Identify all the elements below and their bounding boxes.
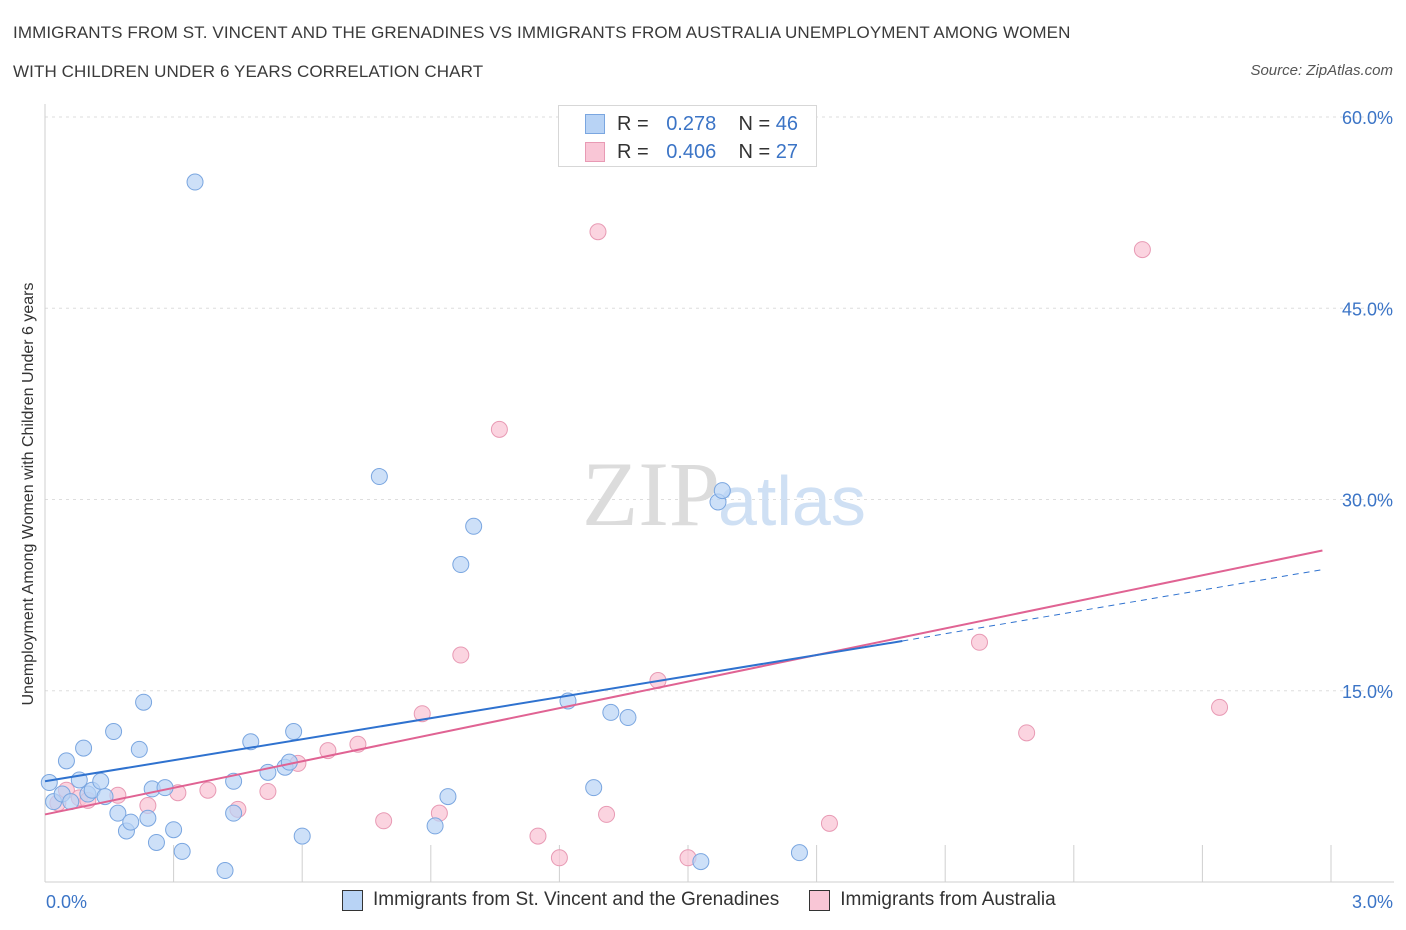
- series-legend-label-st-vincent: Immigrants from St. Vincent and the Gren…: [373, 889, 780, 910]
- data-point-st-vincent: [40, 774, 58, 792]
- data-point-st-vincent: [692, 853, 710, 871]
- data-point-australia: [820, 814, 838, 832]
- data-point-st-vincent: [465, 517, 483, 535]
- data-point-australia: [375, 812, 393, 830]
- legend-n-label: N =: [738, 112, 771, 135]
- data-point-st-vincent: [426, 817, 444, 835]
- data-point-st-vincent: [602, 703, 620, 721]
- y-tick-label: 15.0%: [1342, 682, 1393, 702]
- data-point-st-vincent: [585, 779, 603, 797]
- series-legend-swatch-blue: [342, 889, 363, 911]
- data-point-australia: [589, 223, 607, 241]
- data-point-st-vincent: [147, 833, 165, 851]
- legend-n-label: N =: [738, 140, 771, 163]
- trendline-australia: [44, 549, 1323, 816]
- series-legend-swatch-pink: [809, 889, 831, 911]
- series-st-vincent-points: [40, 173, 808, 880]
- trendline-st-vincent: [44, 640, 903, 783]
- data-point-st-vincent: [293, 827, 311, 845]
- legend-r-value-pink: 0.406: [666, 140, 717, 163]
- legend-n-value-pink: 27: [775, 140, 798, 163]
- source-label: Source: ZipAtlas.com: [1250, 62, 1393, 79]
- y-tick-label: 45.0%: [1342, 299, 1393, 319]
- legend-r-value-blue: 0.278: [666, 112, 717, 135]
- axes: [44, 104, 1394, 883]
- data-point-st-vincent: [370, 468, 388, 486]
- data-point-st-vincent: [109, 804, 127, 822]
- data-point-st-vincent: [439, 788, 457, 806]
- trendlines: [44, 549, 1323, 816]
- chart-title-line-2: WITH CHILDREN UNDER 6 YEARS CORRELATION …: [13, 62, 484, 81]
- data-point-australia: [970, 633, 988, 651]
- series-legend: Immigrants from St. Vincent and the Gren…: [342, 889, 1086, 911]
- data-point-australia: [1018, 724, 1036, 742]
- legend-row-blue: R = 0.278 N = 46: [585, 112, 798, 136]
- data-point-st-vincent: [216, 862, 234, 880]
- data-point-st-vincent: [173, 842, 191, 860]
- chart-title-line-1: IMMIGRANTS FROM ST. VINCENT AND THE GREN…: [13, 23, 1071, 42]
- data-point-st-vincent: [57, 752, 75, 770]
- data-point-australia: [452, 646, 470, 664]
- data-point-st-vincent: [130, 740, 148, 758]
- series-legend-item-st-vincent: Immigrants from St. Vincent and the Gren…: [342, 889, 779, 911]
- legend-r-label: R =: [617, 140, 649, 163]
- trendline-st-vincent-extension: [902, 569, 1323, 642]
- legend-swatch-blue: [585, 114, 605, 134]
- data-point-australia: [199, 781, 217, 799]
- data-point-australia: [413, 705, 431, 723]
- data-point-australia: [598, 805, 616, 823]
- data-point-australia: [1133, 241, 1151, 259]
- tick-labels: 15.0% 30.0% 45.0% 60.0% 0.0% 3.0%: [46, 108, 1393, 912]
- data-point-australia: [490, 420, 508, 438]
- legend-r-label: R =: [617, 112, 649, 135]
- data-point-st-vincent: [139, 809, 157, 827]
- series-legend-item-australia: Immigrants from Australia: [809, 889, 1056, 911]
- data-point-australia: [1211, 698, 1229, 716]
- data-point-st-vincent: [122, 813, 140, 831]
- data-point-st-vincent: [105, 723, 123, 741]
- watermark-zip: ZIP: [582, 443, 720, 545]
- watermark-atlas: atlas: [718, 462, 866, 540]
- y-tick-label: 60.0%: [1342, 108, 1393, 128]
- data-point-st-vincent: [452, 556, 470, 574]
- y-tick-label: 30.0%: [1342, 491, 1393, 511]
- data-point-australia: [529, 827, 547, 845]
- data-point-australia: [550, 849, 568, 867]
- correlation-legend: R = 0.278 N = 46 R = 0.406 N = 27: [558, 105, 817, 167]
- series-legend-label-australia: Immigrants from Australia: [840, 889, 1056, 910]
- x-tick-label: 3.0%: [1352, 892, 1393, 912]
- data-point-st-vincent: [242, 733, 260, 751]
- data-point-st-vincent: [713, 482, 731, 500]
- data-point-st-vincent: [186, 173, 204, 191]
- data-point-st-vincent: [92, 772, 110, 790]
- data-point-st-vincent: [790, 844, 808, 862]
- data-point-st-vincent: [285, 723, 303, 741]
- x-tick-label: 0.0%: [46, 892, 87, 912]
- data-point-st-vincent: [225, 804, 243, 822]
- legend-row-pink: R = 0.406 N = 27: [585, 140, 798, 164]
- legend-swatch-pink: [585, 142, 605, 162]
- data-point-st-vincent: [619, 709, 637, 727]
- legend-n-value-blue: 46: [775, 112, 798, 135]
- data-point-australia: [259, 782, 277, 800]
- gridlines: [45, 116, 1394, 692]
- data-point-st-vincent: [165, 821, 183, 839]
- data-point-st-vincent: [135, 693, 153, 711]
- data-point-st-vincent: [75, 739, 93, 757]
